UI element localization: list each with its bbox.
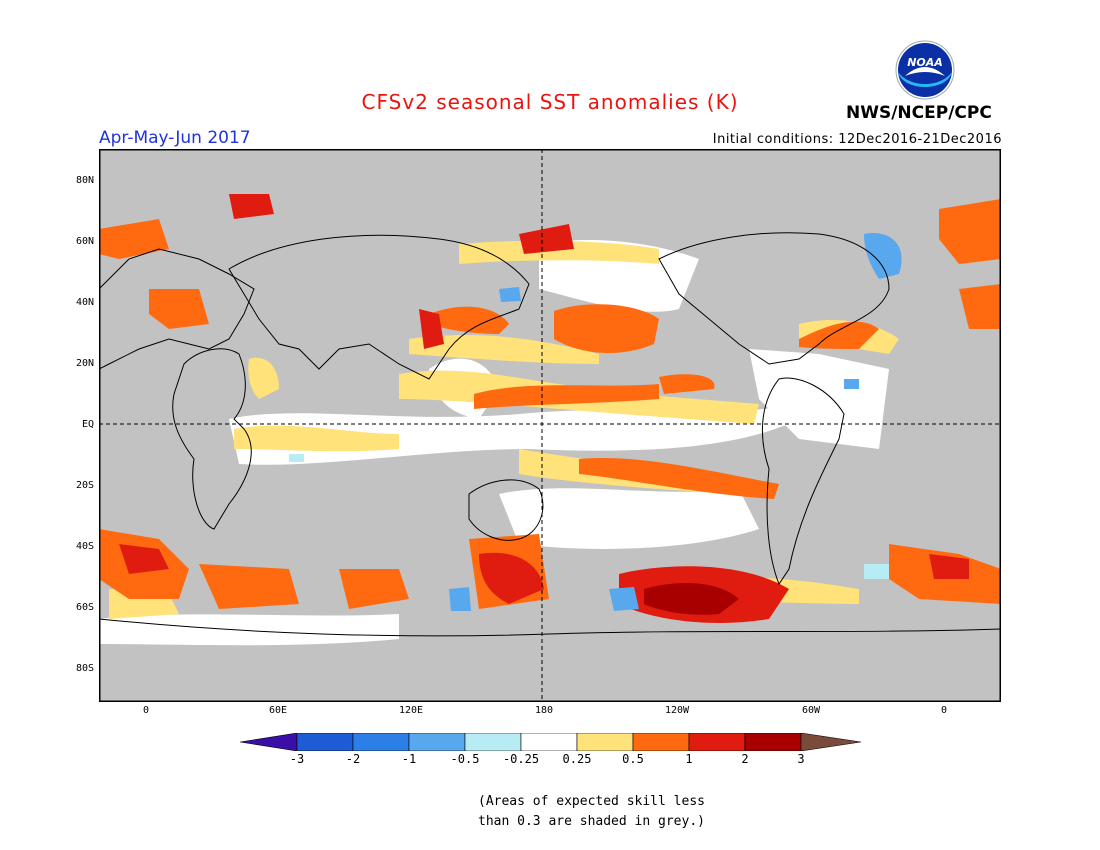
lat-label-60n: 60N	[75, 236, 94, 247]
noaa-logo: NOAA	[895, 40, 955, 100]
lon-label-60w: 60W	[801, 705, 821, 716]
map-frame	[99, 149, 1001, 702]
colorbar-arrow-above-max	[800, 733, 862, 751]
colorbar-label: 1	[685, 752, 693, 766]
colorbar-bin	[744, 733, 802, 751]
colorbar-label: -1	[401, 752, 417, 766]
lat-label-40n: 40N	[75, 297, 94, 308]
lon-label-120w: 120W	[664, 705, 690, 716]
lat-label-60s: 60S	[75, 602, 94, 613]
colorbar-bin	[296, 733, 354, 751]
lat-label-80n: 80N	[75, 175, 94, 186]
colorbar-label: -2	[345, 752, 361, 766]
warm-orange-regions	[99, 199, 1001, 609]
lat-label-40s: 40S	[75, 541, 94, 552]
logo-text: NOAA	[907, 56, 943, 69]
lon-label-180: 180	[534, 705, 554, 716]
lon-label-0: 0	[142, 705, 150, 716]
colorbar-label: 0.5	[622, 752, 644, 766]
lon-label-60e: 60E	[268, 705, 288, 716]
colorbar-label: -0.25	[502, 752, 540, 766]
lat-label-eq: EQ	[81, 419, 94, 430]
map-title: CFSv2 seasonal SST anomalies (K)	[361, 90, 739, 114]
colorbar-bin	[520, 733, 578, 751]
skill-note-line2: than 0.3 are shaded in grey.)	[478, 814, 705, 829]
initial-conditions-label: Initial conditions: 12Dec2016-21Dec2016	[712, 132, 1002, 147]
colorbar-bin	[576, 733, 634, 751]
colorbar-label: 3	[797, 752, 805, 766]
colorbar-label: 2	[741, 752, 749, 766]
colorbar-label: -3	[289, 752, 305, 766]
lon-label-120e: 120E	[398, 705, 424, 716]
colorbar-bin	[632, 733, 690, 751]
season-label: Apr-May-Jun 2017	[99, 128, 251, 148]
lat-label-20n: 20N	[75, 358, 94, 369]
colorbar-bin	[352, 733, 410, 751]
cool-blue-regions	[289, 233, 902, 611]
continent-outlines	[99, 232, 1001, 637]
skill-note-line1: (Areas of expected skill less	[478, 794, 705, 809]
lat-label-80s: 80S	[75, 663, 94, 674]
agency-label: NWS/NCEP/CPC	[846, 103, 992, 123]
colorbar-label: -0.5	[450, 752, 480, 766]
sst-anomaly-map	[99, 149, 1001, 702]
warm-darkred-regions	[644, 583, 739, 615]
colorbar	[240, 733, 862, 751]
colorbar-bin	[464, 733, 522, 751]
lon-label-0-east: 0	[940, 705, 948, 716]
skill-note: (Areas of expected skill less than 0.3 a…	[478, 792, 705, 832]
colorbar-arrow-below-min	[240, 733, 298, 751]
lat-label-20s: 20S	[75, 480, 94, 491]
colorbar-bin	[408, 733, 466, 751]
colorbar-label: 0.25	[562, 752, 592, 766]
colorbar-bin	[688, 733, 746, 751]
